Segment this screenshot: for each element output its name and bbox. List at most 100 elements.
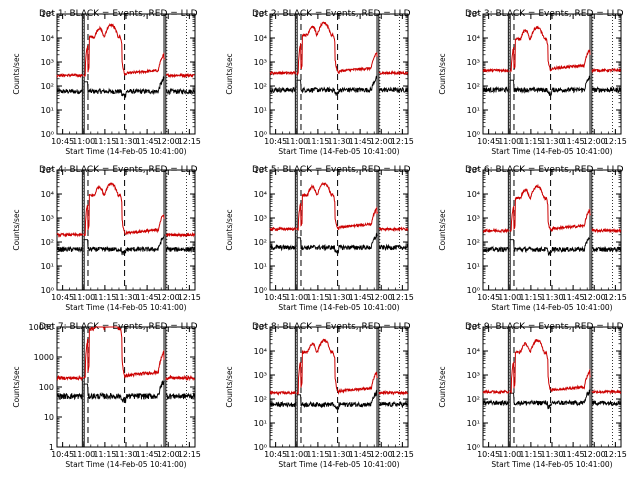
panel-title: Det 6: BLACK = Events, RED = LLD xyxy=(465,165,624,175)
series-events xyxy=(482,388,622,410)
series-events xyxy=(269,232,409,254)
y-tick-label: 10¹ xyxy=(467,419,480,428)
panel-det-4: Det 4: BLACK = Events, RED = LLD Counts/s… xyxy=(12,165,201,312)
x-tick-label: 12:15 xyxy=(178,293,201,302)
x-tick-label: 11:30 xyxy=(114,293,137,302)
series-lld xyxy=(482,25,622,74)
series-events xyxy=(56,75,196,99)
x-tick-label: 11:15 xyxy=(519,137,542,146)
panel-det-8: Det 8: BLACK = Events, RED = LLD Counts/s… xyxy=(225,322,414,469)
x-tick-label: 11:00 xyxy=(285,293,308,302)
series-events xyxy=(482,234,622,256)
y-tick-label: 10² xyxy=(254,395,267,404)
x-tick-label: 11:45 xyxy=(349,450,372,459)
panel-det-9: Det 9: BLACK = Events, RED = LLD Counts/s… xyxy=(438,322,627,469)
x-tick-label: 11:00 xyxy=(498,450,521,459)
y-tick-label: 10⁰ xyxy=(254,443,267,452)
y-axis-label: Counts/sec xyxy=(12,366,21,407)
x-tick-label: 11:45 xyxy=(349,293,372,302)
y-tick-label: 10⁰ xyxy=(254,286,267,295)
x-tick-label: 12:00 xyxy=(583,450,606,459)
panel-title: Det 3: BLACK = Events, RED = LLD xyxy=(465,9,624,19)
x-tick-label: 11:15 xyxy=(306,293,329,302)
y-tick-label: 10³ xyxy=(41,58,54,67)
x-tick-label: 11:15 xyxy=(93,137,116,146)
panel-title: Det 2: BLACK = Events, RED = LLD xyxy=(252,9,411,19)
x-tick-label: 12:00 xyxy=(157,450,180,459)
y-axis-label: Counts/sec xyxy=(12,53,21,94)
x-tick-label: 11:45 xyxy=(349,137,372,146)
y-tick-label: 10⁰ xyxy=(254,130,267,139)
y-tick-label: 1 xyxy=(49,443,54,452)
x-tick-label: 10:45 xyxy=(51,450,74,459)
plot-frame xyxy=(56,326,196,448)
y-tick-label: 10⁰ xyxy=(467,286,480,295)
panel-det-1: Det 1: BLACK = Events, RED = LLD Counts/s… xyxy=(12,9,201,156)
y-axis-label: Counts/sec xyxy=(438,53,447,94)
panel-det-7: Det 7: BLACK = Events, RED = LLD Counts/s… xyxy=(12,322,201,469)
y-tick-label: 10⁵ xyxy=(254,10,267,19)
y-tick-label: 10⁵ xyxy=(254,323,267,332)
y-tick-label: 10000 xyxy=(29,323,54,332)
series-lld xyxy=(56,326,196,382)
x-tick-label: 11:00 xyxy=(285,137,308,146)
y-axis-label: Counts/sec xyxy=(225,53,234,94)
panel-title: Det 1: BLACK = Events, RED = LLD xyxy=(39,9,198,19)
x-tick-label: 11:45 xyxy=(562,293,585,302)
x-tick-label: 10:45 xyxy=(264,293,287,302)
panel-title: Det 8: BLACK = Events, RED = LLD xyxy=(252,322,411,332)
series-events xyxy=(269,389,409,411)
y-tick-label: 10⁵ xyxy=(467,10,480,19)
y-tick-label: 10⁰ xyxy=(467,130,480,139)
y-tick-label: 10³ xyxy=(254,371,267,380)
x-tick-label: 12:00 xyxy=(583,137,606,146)
series-lld xyxy=(482,338,622,395)
x-tick-label: 10:45 xyxy=(264,137,287,146)
x-tick-label: 11:30 xyxy=(540,293,563,302)
x-tick-label: 11:15 xyxy=(519,450,542,459)
y-tick-label: 10¹ xyxy=(254,106,267,115)
y-tick-label: 10⁰ xyxy=(41,130,54,139)
plot-frame xyxy=(482,326,622,448)
panel-det-2: Det 2: BLACK = Events, RED = LLD Counts/s… xyxy=(225,9,414,156)
x-tick-label: 11:15 xyxy=(519,293,542,302)
plot-frame xyxy=(482,13,622,135)
y-tick-label: 10² xyxy=(41,238,54,247)
y-tick-label: 10⁴ xyxy=(467,347,480,356)
panel-det-3: Det 3: BLACK = Events, RED = LLD Counts/s… xyxy=(438,9,627,156)
y-tick-label: 10³ xyxy=(254,214,267,223)
x-axis-label: Start Time (14-Feb-05 10:41:00) xyxy=(65,147,186,156)
x-tick-label: 11:00 xyxy=(72,137,95,146)
x-axis-label: Start Time (14-Feb-05 10:41:00) xyxy=(278,460,399,469)
plot-frame xyxy=(56,169,196,291)
y-tick-label: 10² xyxy=(41,82,54,91)
x-tick-label: 12:15 xyxy=(178,450,201,459)
panel-title: Det 7: BLACK = Events, RED = LLD xyxy=(39,322,198,332)
x-tick-label: 11:15 xyxy=(93,293,116,302)
y-tick-label: 10² xyxy=(254,82,267,91)
x-axis-label: Start Time (14-Feb-05 10:41:00) xyxy=(65,460,186,469)
y-tick-label: 10⁴ xyxy=(467,190,480,199)
y-tick-label: 10³ xyxy=(467,214,480,223)
x-axis-label: Start Time (14-Feb-05 10:41:00) xyxy=(491,147,612,156)
y-tick-label: 10⁴ xyxy=(254,347,267,356)
y-axis-label: Counts/sec xyxy=(438,366,447,407)
y-tick-label: 10⁵ xyxy=(254,166,267,175)
x-tick-label: 12:00 xyxy=(157,137,180,146)
series-events xyxy=(269,74,409,96)
x-tick-label: 10:45 xyxy=(477,450,500,459)
y-tick-label: 10³ xyxy=(41,214,54,223)
x-tick-label: 11:45 xyxy=(562,137,585,146)
y-tick-label: 10⁴ xyxy=(41,34,54,43)
x-tick-label: 11:45 xyxy=(136,293,159,302)
y-tick-label: 10⁵ xyxy=(467,166,480,175)
y-tick-label: 10⁴ xyxy=(254,34,267,43)
x-tick-label: 12:15 xyxy=(391,137,414,146)
y-axis-label: Counts/sec xyxy=(12,209,21,250)
y-tick-label: 10² xyxy=(254,238,267,247)
y-axis-label: Counts/sec xyxy=(225,366,234,407)
plot-frame xyxy=(269,326,409,448)
x-tick-label: 10:45 xyxy=(51,293,74,302)
x-tick-label: 11:30 xyxy=(327,450,350,459)
